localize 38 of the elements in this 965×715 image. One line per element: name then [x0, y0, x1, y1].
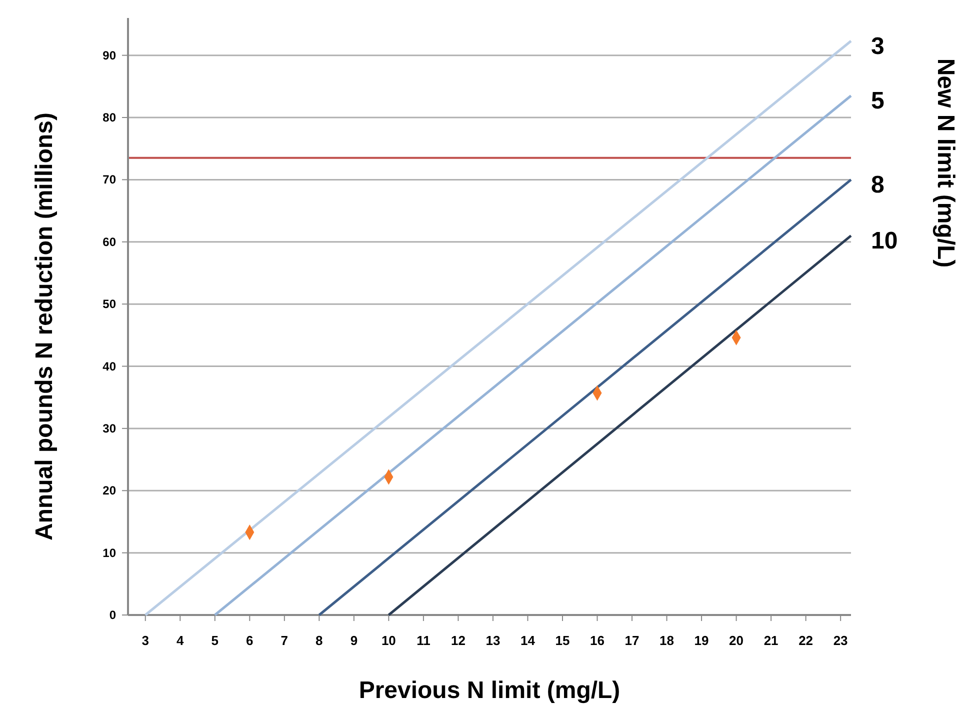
y-tick-label: 70 [102, 172, 116, 187]
y-tick-label: 50 [102, 297, 116, 312]
x-tick-label: 8 [316, 633, 323, 648]
x-tick-label: 11 [416, 633, 430, 648]
y-tick-label: 20 [102, 484, 116, 498]
y-tick-label: 0 [109, 608, 116, 622]
x-tick-label: 10 [381, 633, 396, 648]
series-label: 8 [871, 172, 884, 199]
y-tick-label: 90 [102, 48, 116, 62]
x-tick-label: 18 [660, 633, 674, 648]
legend-title: New N limit (mg/L) [932, 58, 959, 268]
x-tick-label: 9 [350, 633, 358, 648]
y-tick-label: 40 [102, 359, 116, 374]
x-tick-label: 19 [694, 633, 709, 648]
x-axis-title: Previous N limit (mg/L) [358, 677, 620, 704]
y-tick-label: 30 [102, 421, 116, 436]
y-tick-label: 80 [102, 110, 116, 124]
series-label: 3 [871, 33, 884, 60]
x-tick-label: 15 [555, 633, 570, 648]
x-tick-label: 3 [142, 633, 149, 648]
x-tick-label: 5 [211, 633, 219, 648]
x-tick-label: 17 [624, 633, 640, 648]
series-label: 10 [871, 228, 898, 255]
x-tick-label: 13 [486, 633, 500, 648]
y-axis-title: Annual pounds N reduction (millions) [31, 112, 58, 540]
y-tick-label: 60 [102, 234, 116, 249]
series-label: 5 [871, 88, 884, 115]
x-tick-label: 22 [798, 633, 814, 648]
x-tick-label: 6 [246, 633, 254, 648]
y-tick-label: 10 [102, 546, 116, 560]
x-tick-label: 7 [280, 633, 288, 648]
x-tick-label: 16 [590, 633, 604, 648]
x-tick-label: 12 [450, 633, 466, 648]
x-tick-label: 4 [176, 633, 185, 648]
x-tick-label: 20 [729, 633, 744, 648]
x-tick-label: 21 [764, 633, 778, 648]
x-tick-label: 14 [520, 633, 536, 648]
x-tick-label: 23 [833, 633, 848, 648]
